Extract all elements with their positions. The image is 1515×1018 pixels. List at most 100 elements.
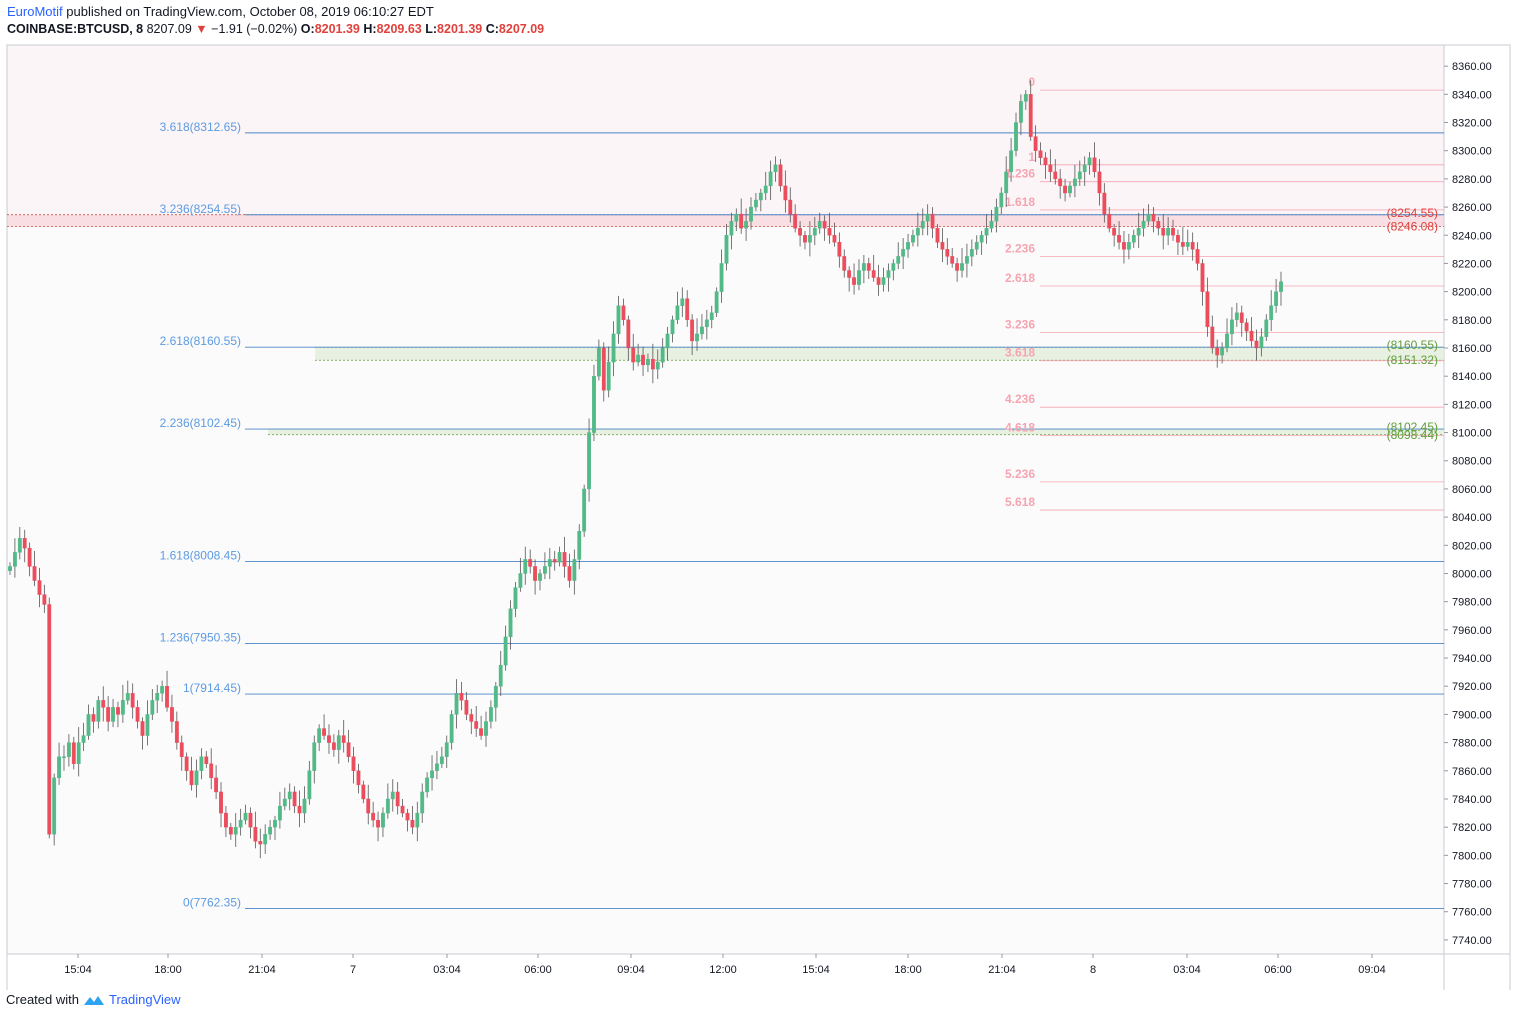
- candle-body: [1146, 213, 1151, 222]
- candle-body: [1176, 235, 1180, 243]
- candle-body: [179, 742, 184, 757]
- candle: [807, 221, 812, 257]
- candle: [552, 550, 557, 571]
- candle-body: [1023, 94, 1028, 102]
- created-with-text: Created with: [6, 992, 79, 1007]
- candle: [1048, 149, 1053, 182]
- candle-body: [513, 587, 518, 609]
- candle-body: [351, 756, 356, 771]
- y-tick-label: 7860.00: [1452, 766, 1492, 778]
- candle-body: [744, 220, 749, 229]
- candle: [803, 231, 807, 250]
- x-tick-label: 06:00: [524, 964, 552, 976]
- x-tick-label: 7: [350, 964, 356, 976]
- tradingview-brand[interactable]: TradingView: [108, 992, 181, 1007]
- candle-body: [911, 235, 915, 243]
- y-tick-label: 7740.00: [1452, 935, 1492, 947]
- candle-body: [807, 235, 812, 243]
- candle-body: [341, 735, 346, 743]
- candle-body: [479, 728, 484, 736]
- candle: [400, 798, 405, 818]
- candle-body: [930, 213, 935, 229]
- candle-body: [449, 714, 454, 743]
- candle-body: [415, 812, 420, 828]
- candle-body: [601, 347, 606, 391]
- candle-body: [174, 721, 179, 743]
- candle: [287, 783, 292, 811]
- candle-body: [670, 319, 675, 335]
- x-tick-label: 09:04: [617, 964, 645, 976]
- candle-body: [793, 213, 798, 229]
- candle-body: [675, 305, 680, 321]
- candle: [817, 212, 822, 234]
- candle-body: [1269, 305, 1274, 321]
- x-tick-label: 8: [1090, 964, 1096, 976]
- candle-body: [955, 263, 960, 271]
- candle: [228, 822, 233, 840]
- candle: [704, 309, 709, 340]
- candle: [22, 529, 27, 563]
- candle: [204, 751, 209, 768]
- candle: [120, 684, 125, 723]
- candle: [798, 221, 802, 247]
- candle: [876, 264, 881, 296]
- candle: [430, 755, 434, 791]
- candle-body: [145, 714, 150, 736]
- candle: [1195, 242, 1200, 271]
- y-tick-label: 8280.00: [1452, 174, 1492, 186]
- candle: [832, 222, 837, 247]
- candle: [950, 247, 955, 268]
- candle-body: [1053, 171, 1058, 180]
- candle: [871, 254, 876, 282]
- candle: [425, 772, 430, 798]
- candle: [1102, 183, 1107, 223]
- price-chart[interactable]: 3.618(8312.65)3.236(8254.55)2.618(8160.5…: [0, 40, 1515, 990]
- fib-blue-label: 3.236(8254.55): [160, 202, 241, 216]
- candle: [1117, 221, 1121, 250]
- candle-body: [253, 826, 258, 842]
- symbol-name[interactable]: COINBASE:BTCUSD, 8: [7, 22, 144, 36]
- candle-body: [660, 347, 665, 363]
- candle: [616, 295, 621, 344]
- price-axis[interactable]: 8360.00 8340.00 8320.00 8300.00 8280.00 8260.…: [1444, 61, 1492, 947]
- candle: [1141, 208, 1146, 237]
- candle: [1151, 207, 1156, 233]
- candle: [57, 742, 61, 785]
- candle: [444, 735, 449, 768]
- candle-body: [1151, 213, 1156, 222]
- candle: [631, 333, 636, 371]
- author-link[interactable]: EuroMotif: [7, 4, 63, 19]
- candle-body: [523, 559, 528, 574]
- candle: [562, 536, 567, 578]
- candle: [788, 187, 793, 223]
- x-tick-label: 09:04: [1358, 964, 1386, 976]
- zone-3: [268, 429, 1444, 435]
- candle-body: [1215, 347, 1220, 356]
- candle-body: [704, 319, 709, 328]
- candle: [665, 326, 670, 361]
- candle-body: [1082, 164, 1087, 173]
- fib-extension-pink[interactable]: 011.2361.6182.2362.6183.2363.6184.2364.6…: [1005, 75, 1444, 511]
- fib-extension-blue[interactable]: 3.618(8312.65)3.236(8254.55)2.618(8160.5…: [160, 120, 1444, 910]
- candle-body: [228, 826, 233, 835]
- candle: [1230, 307, 1234, 346]
- time-axis[interactable]: 15:04 18:00 21:04 7 03:04 06:00 09:04 12:00 15:0…: [64, 954, 1386, 976]
- candle: [611, 321, 616, 377]
- candle: [744, 208, 749, 241]
- candle: [317, 724, 322, 752]
- candle: [1033, 125, 1038, 162]
- candle: [150, 689, 155, 721]
- candle-body: [1166, 228, 1171, 236]
- candle: [86, 704, 91, 740]
- candle: [557, 546, 562, 567]
- candle: [1028, 80, 1033, 141]
- candle: [1131, 229, 1136, 248]
- candle: [263, 824, 268, 854]
- candle: [1244, 318, 1249, 341]
- candle: [351, 746, 356, 784]
- candle: [842, 249, 847, 278]
- candle: [960, 247, 964, 278]
- candle: [37, 567, 42, 608]
- candle: [1220, 342, 1225, 364]
- candle-body: [1279, 281, 1283, 292]
